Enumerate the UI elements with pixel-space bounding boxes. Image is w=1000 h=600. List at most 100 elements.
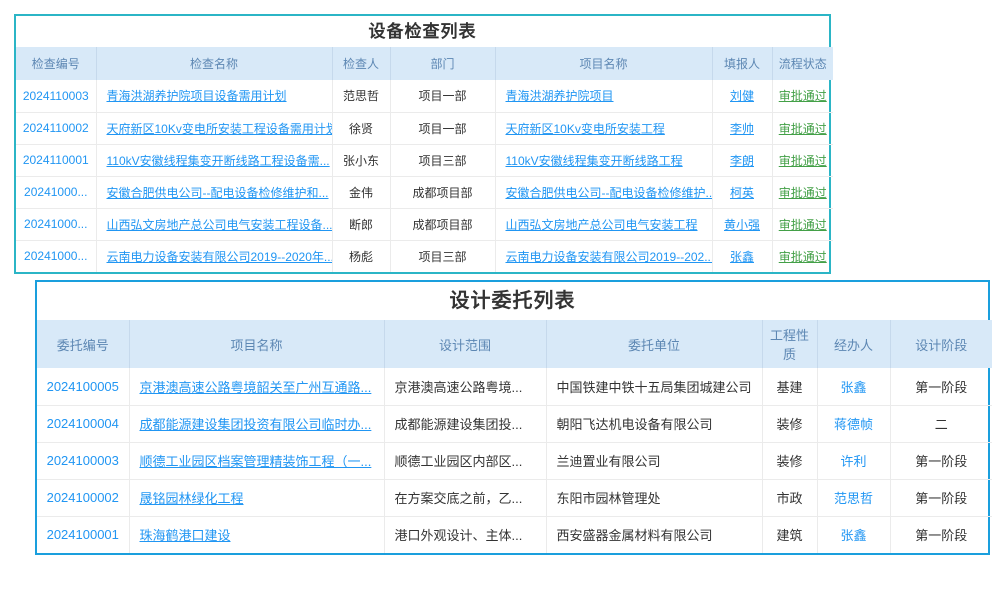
cell-link[interactable]: 审批通过: [778, 121, 827, 136]
cell-link[interactable]: 2024100003: [46, 453, 119, 468]
cell-link[interactable]: 110kV安徽线程集变开断线路工程: [505, 153, 683, 168]
table-cell: 审批通过: [772, 111, 833, 144]
cell-link[interactable]: 天府新区10Kv变电所安装工程设备需用计划: [106, 121, 332, 136]
table-cell: 山西弘文房地产总公司电气安装工程设备...: [96, 207, 333, 240]
cell-text: 徐贤: [348, 121, 373, 136]
table-cell: 装修: [762, 404, 818, 442]
cell-link[interactable]: 2024100004: [46, 416, 119, 431]
cell-text: 第一阶段: [915, 491, 968, 506]
cell-link[interactable]: 京港澳高速公路粤境韶关至广州互通路...: [139, 379, 372, 395]
cell-link[interactable]: 许利: [840, 454, 867, 469]
table-cell: 20241000...: [16, 239, 97, 272]
cell-link[interactable]: 山西弘文房地产总公司电气安装工程设备...: [106, 217, 332, 232]
cell-link[interactable]: 2024110002: [22, 121, 89, 135]
table-cell: 2024100004: [37, 404, 130, 442]
table-cell: 朝阳飞达机电设备有限公司: [546, 404, 763, 442]
table-cell: 审批通过: [772, 207, 833, 240]
cell-link[interactable]: 张鑫: [840, 379, 867, 395]
column-header: 设计范围: [384, 320, 547, 368]
cell-link[interactable]: 安徽合肥供电公司--配电设备检修维护...: [505, 185, 712, 200]
cell-link[interactable]: 刘健: [729, 89, 754, 104]
cell-link[interactable]: 李朗: [729, 153, 754, 168]
column-header: 委托编号: [37, 320, 130, 368]
cell-link[interactable]: 顺德工业园区档案管理精装饰工程（一...: [139, 454, 372, 469]
table-row: 2024110001 110kV安徽线程集变开断线路工程设备需... 张小东 项目三部…: [16, 143, 833, 176]
cell-link[interactable]: 张鑫: [729, 249, 754, 264]
cell-link[interactable]: 20241000...: [24, 185, 88, 199]
cell-link[interactable]: 范思哲: [833, 491, 873, 506]
design-commission-table-title: 设计委托列表: [449, 290, 576, 312]
cell-text: 范思哲: [342, 89, 379, 104]
table-cell: 装修: [762, 441, 818, 479]
cell-link[interactable]: 2024100005: [46, 378, 119, 394]
cell-link[interactable]: 黄小强: [723, 217, 760, 232]
cell-link[interactable]: 山西弘文房地产总公司电气安装工程: [505, 217, 698, 232]
cell-text: 港口外观设计、主体...: [394, 528, 523, 544]
cell-link[interactable]: 审批通过: [778, 249, 827, 264]
table-row: 2024110003 青海洪湖养护院项目设备需用计划 范思哲 项目一部 青海洪湖养护院项…: [16, 80, 833, 112]
table-row: 2024100003 顺德工业园区档案管理精装饰工程（一... 顺德工业园区内部区.…: [37, 441, 992, 479]
table-cell: 徐贤: [332, 111, 391, 144]
cell-link[interactable]: 20241000...: [24, 249, 88, 264]
table-row: 2024100001 珠海鹤港口建设 港口外观设计、主体... 西安盛器金属材料有限公…: [37, 515, 992, 553]
cell-link[interactable]: 青海洪湖养护院项目: [505, 89, 614, 104]
header-row: 委托编号 项目名称 设计范围 委托单位 工程性质 经办人 设计阶段: [37, 320, 992, 368]
table-cell: 20241000...: [16, 207, 97, 240]
cell-text: 装修: [776, 454, 803, 469]
cell-link[interactable]: 2024110001: [22, 153, 89, 167]
table-row: 2024100004 成都能源建设集团投资有限公司临时办... 成都能源建设集团投.…: [37, 404, 992, 442]
cell-link[interactable]: 云南电力设备安装有限公司2019--2020年...: [106, 249, 332, 264]
table-cell: 成都项目部: [390, 175, 496, 208]
cell-text: 项目一部: [418, 121, 467, 136]
column-header: 设计阶段: [890, 320, 992, 368]
cell-link[interactable]: 2024110003: [22, 88, 89, 103]
table-row: 20241000... 安徽合肥供电公司--配电设备检修维护和... 金伟 成都项目部…: [16, 175, 833, 208]
table-cell: 顺德工业园区档案管理精装饰工程（一...: [129, 441, 385, 479]
table-cell: 审批通过: [772, 239, 833, 272]
cell-link[interactable]: 20241000...: [24, 217, 88, 231]
cell-link[interactable]: 蒋德帧: [833, 417, 873, 432]
table-cell: 天府新区10Kv变电所安装工程: [495, 111, 713, 144]
cell-link[interactable]: 天府新区10Kv变电所安装工程: [505, 121, 665, 136]
table-cell: 在方案交底之前，乙...: [384, 478, 547, 516]
cell-link[interactable]: 审批通过: [778, 153, 827, 168]
cell-link[interactable]: 云南电力设备安装有限公司2019--202...: [505, 249, 712, 264]
column-header: 工程性质: [762, 320, 818, 368]
cell-link[interactable]: 安徽合肥供电公司--配电设备检修维护和...: [106, 185, 329, 200]
table-cell: 黄小强: [712, 207, 773, 240]
table-cell: 京港澳高速公路粤境韶关至广州互通路...: [129, 368, 385, 405]
cell-link[interactable]: 珠海鹤港口建设: [139, 528, 231, 544]
cell-text: 京港澳高速公路粤境...: [394, 379, 523, 395]
column-header: 填报人: [712, 47, 773, 80]
cell-link[interactable]: 青海洪湖养护院项目设备需用计划: [106, 89, 287, 104]
cell-link[interactable]: 审批通过: [778, 217, 827, 232]
cell-link[interactable]: 2024100001: [46, 527, 119, 543]
table-cell: 20241000...: [16, 175, 97, 208]
table-cell: 审批通过: [772, 175, 833, 208]
design-commission-grid: 委托编号 项目名称 设计范围 委托单位 工程性质 经办人 设计阶段 2024100005 京港澳…: [37, 320, 992, 553]
cell-link[interactable]: 110kV安徽线程集变开断线路工程设备需...: [106, 153, 330, 168]
cell-link[interactable]: 晟铭园林绿化工程: [139, 491, 244, 506]
cell-text: 张小东: [342, 153, 379, 168]
table-cell: 张鑫: [712, 239, 773, 272]
table-row: 20241000... 云南电力设备安装有限公司2019--2020年... 杨彪 项…: [16, 239, 833, 272]
cell-link[interactable]: 2024100002: [46, 490, 119, 505]
cell-text: 在方案交底之前，乙...: [394, 491, 523, 506]
table-cell: 成都能源建设集团投...: [384, 404, 547, 442]
table-cell: 青海洪湖养护院项目设备需用计划: [96, 80, 333, 112]
cell-text: 杨彪: [348, 249, 373, 264]
cell-link[interactable]: 张鑫: [840, 528, 867, 544]
table-cell: 范思哲: [817, 478, 891, 516]
cell-link[interactable]: 柯英: [729, 185, 754, 200]
table-cell: 项目三部: [390, 239, 496, 272]
table-cell: 云南电力设备安装有限公司2019--202...: [495, 239, 713, 272]
cell-link[interactable]: 审批通过: [778, 185, 827, 200]
table-cell: 审批通过: [772, 80, 833, 112]
table-cell: 2024100001: [37, 515, 130, 553]
cell-link[interactable]: 成都能源建设集团投资有限公司临时办...: [139, 417, 372, 432]
cell-link[interactable]: 李帅: [729, 121, 754, 136]
table-cell: 张鑫: [817, 515, 891, 553]
cell-link[interactable]: 审批通过: [778, 89, 827, 104]
table-cell: 京港澳高速公路粤境...: [384, 368, 547, 405]
table-cell: 范思哲: [332, 80, 391, 112]
